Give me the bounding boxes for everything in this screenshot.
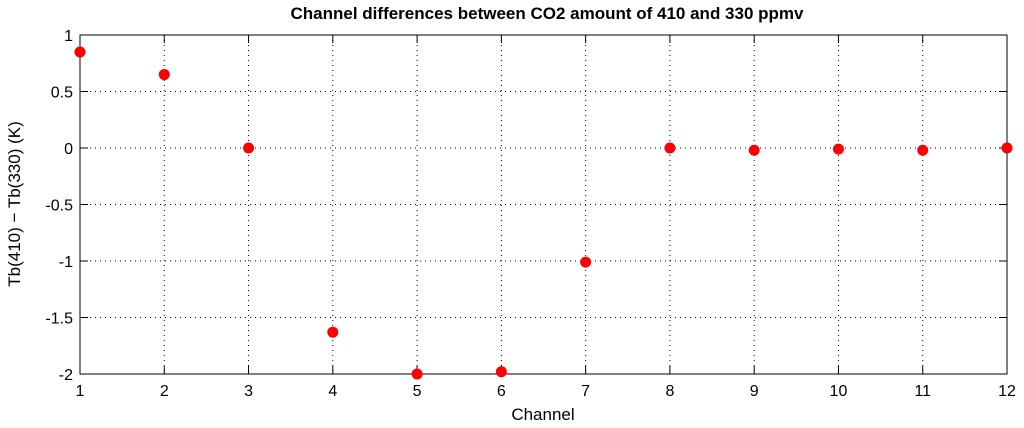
- axis-ticks: [79, 34, 1008, 375]
- x-tick-label: 12: [998, 383, 1016, 400]
- data-point-channel-9: [748, 144, 760, 156]
- x-tick-label: 8: [665, 383, 674, 400]
- x-tick-label: 6: [497, 383, 506, 400]
- x-tick-label: 9: [750, 383, 759, 400]
- y-axis-label: Tb(410) − Tb(330) (K): [5, 121, 24, 287]
- y-tick-label: 0: [64, 141, 73, 158]
- data-point-channel-6: [495, 366, 507, 378]
- x-tick-label: 4: [328, 383, 337, 400]
- data-point-channel-5: [411, 368, 423, 380]
- data-point-channel-2: [158, 69, 170, 81]
- data-point-channel-10: [832, 143, 844, 155]
- x-tick-label: 2: [160, 383, 169, 400]
- y-tick-label: -0.5: [45, 198, 73, 215]
- y-tick-label: -1.5: [45, 311, 73, 328]
- x-tick-label: 10: [830, 383, 848, 400]
- x-tick-label: 5: [413, 383, 422, 400]
- grid-lines: [80, 35, 1007, 374]
- x-tick-labels: 1 2 3 4 5 6 7 8 9 10 11 12: [76, 383, 1016, 400]
- y-tick-label: 1: [64, 28, 73, 45]
- data-point-channel-11: [917, 144, 929, 156]
- chart-title: Channel differences between CO2 amount o…: [291, 4, 805, 23]
- data-points: [74, 46, 1013, 380]
- data-point-channel-12: [1001, 142, 1013, 154]
- y-tick-labels: 1 0.5 0 -0.5 -1 -1.5 -2: [45, 28, 73, 384]
- y-tick-label: -1: [59, 254, 73, 271]
- x-tick-label: 11: [914, 383, 931, 400]
- data-point-channel-3: [243, 142, 255, 154]
- y-tick-label: -2: [59, 367, 73, 384]
- data-point-channel-7: [580, 256, 592, 268]
- x-tick-label: 7: [581, 383, 590, 400]
- y-tick-label: 0.5: [51, 85, 73, 102]
- plot-frame: [79, 34, 1008, 375]
- data-point-channel-8: [664, 142, 676, 154]
- x-axis-label: Channel: [511, 405, 574, 424]
- data-point-channel-4: [327, 326, 339, 338]
- x-tick-label: 3: [244, 383, 253, 400]
- x-tick-label: 1: [76, 383, 85, 400]
- data-point-channel-1: [74, 46, 86, 58]
